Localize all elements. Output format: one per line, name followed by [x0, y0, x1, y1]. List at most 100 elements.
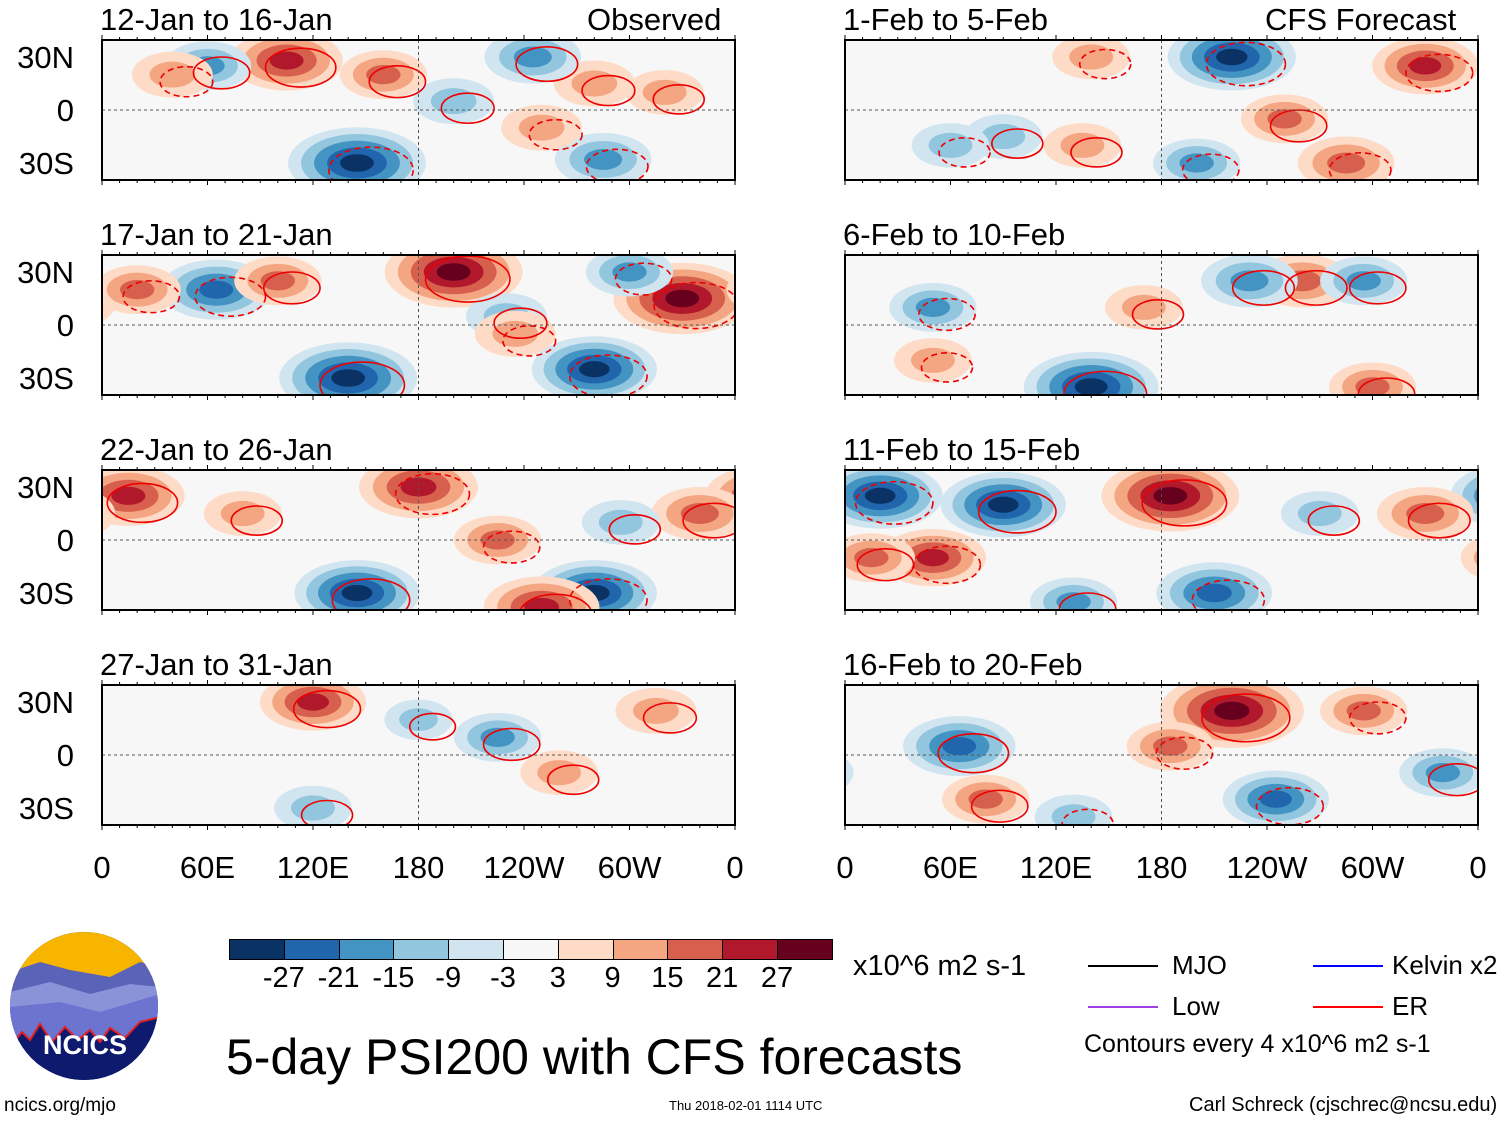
er-contour	[653, 281, 735, 330]
er-contour	[319, 361, 406, 395]
anomaly-shading	[968, 789, 1003, 809]
er-contour	[652, 84, 706, 115]
er-contour	[106, 482, 179, 524]
anomaly-shading	[1259, 790, 1292, 808]
anomaly-shading	[1230, 270, 1269, 292]
er-contour	[977, 489, 1057, 534]
anomaly-shading	[864, 487, 896, 504]
er-contour	[1058, 592, 1117, 610]
lat-label: 30S	[18, 791, 74, 826]
er-contour	[970, 789, 1029, 823]
anomaly-shading	[436, 263, 471, 281]
er-contour	[1063, 370, 1148, 395]
anomaly-shading	[111, 486, 146, 505]
colorbar-units: x10^6 m2 s-1	[853, 950, 1027, 982]
panel-title: 6-Feb to 10-Feb	[843, 217, 1066, 252]
er-contour	[424, 255, 511, 303]
map-panel	[101, 35, 736, 185]
er-contour	[642, 702, 698, 734]
panel-title: 1-Feb to 5-Feb	[843, 2, 1049, 37]
anomaly-shading	[537, 760, 582, 786]
colorbar-label: 9	[604, 962, 621, 994]
footer-url[interactable]: ncics.org/mjo	[4, 1095, 116, 1116]
er-contour	[292, 689, 362, 729]
panel-title: 27-Jan to 31-Jan	[100, 647, 333, 682]
colorbar-swatch	[283, 939, 340, 960]
er-contour	[938, 137, 991, 168]
lon-label: 120W	[1226, 850, 1308, 885]
er-contour	[264, 47, 337, 88]
er-contour	[1155, 736, 1214, 770]
anomaly-shading	[942, 737, 977, 756]
anomaly-shading	[119, 280, 155, 300]
forecast-label: CFS Forecast	[1265, 2, 1457, 37]
lat-label: 30N	[17, 470, 74, 505]
er-contour	[262, 271, 321, 305]
er-contour	[515, 46, 579, 83]
er-contour	[614, 262, 673, 296]
er-contour	[568, 354, 648, 395]
anomaly-shading	[1355, 377, 1390, 395]
anomaly-shading	[400, 477, 437, 497]
colorbar-swatch	[229, 939, 285, 960]
colorbar-label: 27	[760, 962, 794, 994]
anomaly-shading	[598, 509, 643, 535]
map-panel	[844, 250, 1479, 400]
anomaly-shading	[1121, 294, 1166, 320]
er-contour	[528, 118, 583, 151]
lat-label: 0	[56, 738, 74, 773]
lon-label: 180	[392, 850, 445, 885]
er-contour	[408, 712, 457, 741]
er-contour	[502, 325, 557, 357]
anomaly-shading	[726, 275, 735, 305]
anomaly-shading	[1425, 763, 1461, 783]
lon-label: 0	[836, 850, 854, 885]
footer-timestamp: Thu 2018-02-01 1114 UTC	[669, 1098, 823, 1113]
anomaly-shading	[1409, 57, 1442, 75]
er-contour	[328, 146, 415, 180]
panel-title: 17-Jan to 21-Jan	[100, 217, 333, 252]
lon-label: 0	[726, 850, 744, 885]
anomaly-shading	[1060, 132, 1105, 158]
er-contour	[1201, 693, 1291, 743]
anomaly-shading	[296, 693, 330, 711]
colorbar-label: 21	[706, 962, 739, 994]
er-contour	[519, 593, 592, 610]
lon-label: 60W	[597, 850, 662, 885]
lon-label: 0	[1469, 850, 1487, 885]
er-contour	[568, 578, 648, 610]
er-contour	[856, 548, 915, 582]
er-contour	[581, 74, 636, 107]
colorbar-swatch	[667, 939, 724, 960]
anomaly-shading	[1056, 592, 1091, 610]
er-contour	[1357, 377, 1416, 395]
er-contour	[1078, 48, 1132, 80]
colorbar-swatch	[777, 939, 833, 960]
anomaly-shading	[513, 46, 552, 68]
colorbar-swatch	[503, 939, 559, 960]
er-contour	[368, 65, 427, 99]
legend-line-kelvin	[1313, 965, 1383, 967]
anomaly-shading	[480, 727, 515, 747]
anomaly-shading	[845, 758, 854, 788]
anomaly-shading	[340, 154, 374, 172]
anomaly-shading	[854, 548, 889, 568]
anomaly-shading	[633, 697, 679, 724]
anomaly-shading	[102, 495, 116, 532]
anomaly-shading	[220, 500, 265, 527]
legend-line-low	[1088, 1006, 1158, 1008]
lat-label: 0	[56, 93, 74, 128]
legend-label-kelvin: Kelvin x2	[1392, 950, 1498, 980]
anomaly-shading	[584, 149, 623, 170]
er-contour	[918, 297, 976, 332]
lat-label: 30N	[17, 40, 74, 75]
colorbar-label: -15	[372, 962, 415, 994]
anomaly-shading	[341, 584, 373, 602]
map-panel	[844, 35, 1479, 185]
panel-title: 11-Feb to 15-Feb	[843, 432, 1081, 467]
er-contour	[1427, 763, 1478, 797]
legend-label-low: Low	[1172, 991, 1220, 1021]
er-contour	[1284, 269, 1348, 306]
lon-label: 180	[1135, 850, 1188, 885]
er-contour	[331, 578, 411, 610]
